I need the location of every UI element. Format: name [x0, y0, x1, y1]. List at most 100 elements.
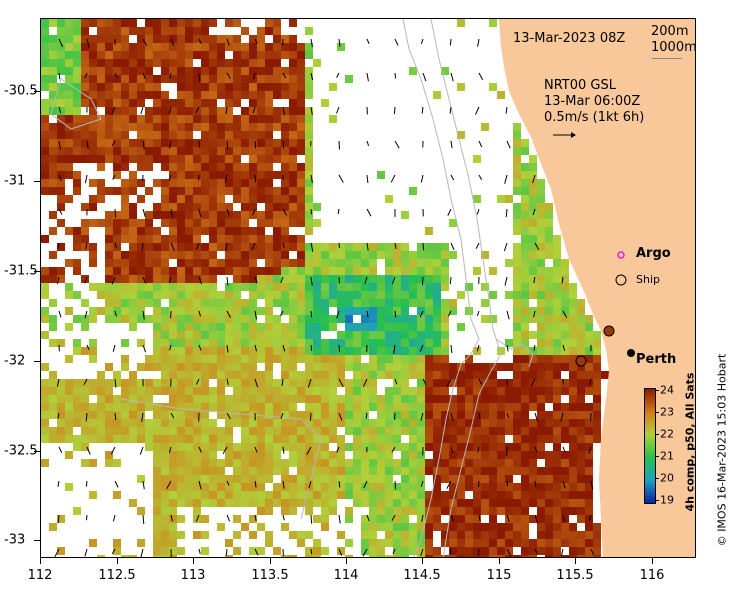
sst-cell — [249, 139, 257, 147]
sst-cell — [273, 355, 281, 363]
sst-cell — [161, 539, 169, 547]
sst-cell — [497, 195, 505, 203]
sst-cell — [417, 499, 425, 507]
sst-cell — [105, 211, 113, 219]
sst-cell — [545, 491, 553, 499]
current-arrow — [420, 38, 424, 44]
sst-cell — [537, 443, 545, 451]
sst-cell — [529, 451, 537, 459]
sst-cell — [169, 139, 177, 147]
sst-cell — [161, 331, 169, 339]
sst-cell — [225, 43, 233, 51]
sst-cell — [425, 427, 433, 435]
sst-cell — [225, 451, 233, 459]
sst-cell — [177, 139, 185, 147]
sst-cell — [409, 419, 417, 427]
sst-cell — [249, 459, 257, 467]
sst-cell — [313, 515, 321, 523]
sst-cell — [177, 355, 185, 363]
sst-cell — [57, 379, 65, 387]
sst-cell — [177, 515, 185, 523]
sst-cell — [465, 475, 473, 483]
sst-cell — [273, 483, 281, 491]
sst-cell — [185, 435, 193, 443]
sst-cell — [321, 395, 329, 403]
sst-cell — [537, 243, 545, 251]
sst-cell — [169, 427, 177, 435]
sst-cell — [329, 291, 337, 299]
sst-cell — [257, 115, 265, 123]
sst-cell — [401, 339, 409, 347]
current-arrow — [58, 106, 62, 114]
sst-cell — [329, 267, 337, 275]
sst-cell — [577, 395, 585, 403]
sst-cell — [121, 291, 129, 299]
sst-cell — [585, 419, 593, 427]
sst-cell — [225, 283, 233, 291]
sst-cell — [41, 315, 49, 323]
x-tick-label: 112.5 — [98, 568, 136, 583]
sst-cell — [497, 539, 505, 547]
sst-cell — [273, 323, 281, 331]
sst-cell — [97, 291, 105, 299]
sst-cell — [81, 123, 89, 131]
sst-cell — [153, 467, 161, 475]
sst-cell — [209, 299, 217, 307]
sst-cell — [41, 363, 49, 371]
sst-cell — [497, 411, 505, 419]
sst-cell — [201, 267, 209, 275]
sst-cell — [385, 275, 393, 283]
sst-cell — [417, 307, 425, 315]
sst-cell — [529, 547, 537, 555]
sst-cell — [433, 419, 441, 427]
sst-cell — [185, 427, 193, 435]
sst-cell — [241, 27, 249, 35]
sst-cell — [281, 483, 289, 491]
sst-cell — [513, 443, 521, 451]
sst-cell — [313, 291, 321, 299]
sst-cell — [417, 371, 425, 379]
current-arrow — [142, 38, 148, 46]
sst-cell — [457, 403, 465, 411]
current-arrow — [57, 242, 60, 249]
sst-cell — [249, 155, 257, 163]
sst-cell — [193, 115, 201, 123]
sst-cell — [193, 163, 201, 171]
current-arrow — [450, 174, 455, 181]
sst-cell — [457, 19, 465, 27]
sst-cell — [305, 267, 313, 275]
contour-legend-line — [652, 58, 682, 59]
sst-cell — [465, 531, 473, 539]
sst-cell — [257, 395, 265, 403]
sst-cell — [201, 395, 209, 403]
sst-cell — [185, 323, 193, 331]
sst-cell — [273, 259, 281, 267]
sst-cell — [257, 459, 265, 467]
sst-cell — [513, 323, 521, 331]
sst-cell — [505, 547, 513, 555]
sst-cell — [529, 387, 537, 395]
sst-cell — [169, 99, 177, 107]
sst-cell — [401, 259, 409, 267]
sst-cell — [153, 211, 161, 219]
sst-cell — [233, 475, 241, 483]
sst-cell — [41, 235, 49, 243]
sst-cell — [73, 395, 81, 403]
sst-cell — [473, 451, 481, 459]
sst-cell — [225, 491, 233, 499]
sst-cell — [185, 395, 193, 403]
sst-cell — [193, 427, 201, 435]
sst-cell — [521, 251, 529, 259]
sst-cell — [561, 291, 569, 299]
sst-cell — [41, 307, 49, 315]
sst-cell — [209, 203, 217, 211]
sst-cell — [441, 387, 449, 395]
sst-cell — [177, 59, 185, 67]
sst-cell — [297, 163, 305, 171]
sst-cell — [561, 363, 569, 371]
sst-cell — [153, 275, 161, 283]
sst-cell — [41, 403, 49, 411]
sst-cell — [489, 459, 497, 467]
sst-cell — [425, 395, 433, 403]
sst-cell — [345, 291, 353, 299]
